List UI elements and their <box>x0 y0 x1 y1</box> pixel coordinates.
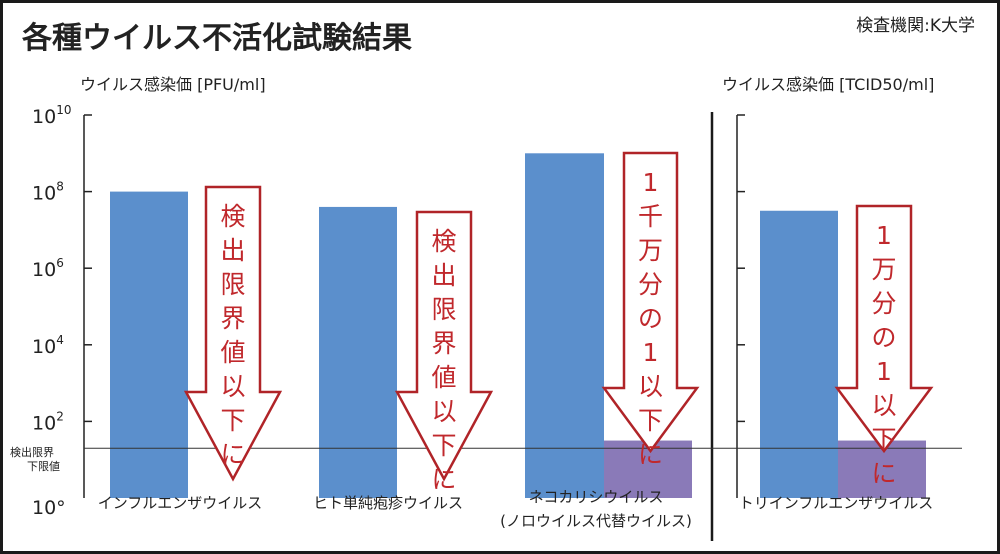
detection-limit-label-line2: 下限値 <box>27 460 60 473</box>
detection-limit-label-line1: 検出限界 <box>10 445 54 459</box>
y-tick-label: 1010 <box>32 103 71 128</box>
y-tick-label: 106 <box>32 256 64 281</box>
arrow-char: 界 <box>431 329 456 358</box>
category-label: ヒト単純疱疹ウイルス <box>313 494 463 512</box>
arrow-char: 値 <box>220 338 245 367</box>
arrow-char: 限 <box>220 270 245 299</box>
arrow-char: に <box>220 440 245 469</box>
arrow-char: 以 <box>638 372 663 401</box>
arrow-char: 万 <box>871 255 896 284</box>
arrow-char: 千 <box>638 202 663 231</box>
y-tick-label: 104 <box>32 333 64 358</box>
arrow-char: 出 <box>431 261 456 290</box>
reduction-arrow <box>183 185 283 482</box>
arrow-char: に <box>638 440 663 469</box>
y-axis-label-left: ウイルス感染価 [PFU/ml] <box>80 75 266 94</box>
y-axis-label-right: ウイルス感染価 [TCID50/ml] <box>722 75 934 94</box>
reduction-arrow <box>601 151 700 454</box>
arrow-char: 1 <box>643 168 659 197</box>
category-label: インフルエンザウイルス <box>98 494 263 512</box>
bar-before <box>110 191 188 498</box>
arrow-char: 下 <box>638 406 663 435</box>
arrow-char: 下 <box>871 425 896 454</box>
institution-label: 検査機関:K大学 <box>856 16 975 36</box>
bar-before <box>525 153 604 499</box>
arrow-char: 分 <box>871 289 896 318</box>
reduction-arrow <box>834 204 934 454</box>
arrow-char: 検 <box>431 227 456 256</box>
bar-before <box>319 206 397 499</box>
arrow-char: 以 <box>431 397 456 426</box>
arrow-char: 1 <box>876 221 892 250</box>
arrow-char: 下 <box>220 406 245 435</box>
arrow-char: 検 <box>220 202 245 231</box>
arrow-char: 限 <box>431 295 456 324</box>
category-label: ネコカリシウイルス <box>529 488 664 506</box>
arrow-char: 以 <box>871 391 896 420</box>
arrow-char: の <box>638 304 663 333</box>
bar-before <box>760 210 838 498</box>
arrow-char: 下 <box>431 431 456 460</box>
arrow-char: 万 <box>638 236 663 265</box>
arrow-char: の <box>871 323 896 352</box>
category-label: トリインフルエンザウイルス <box>739 494 934 512</box>
bar-after <box>604 440 692 498</box>
chart-title: 各種ウイルス不活化試験結果 <box>21 21 412 56</box>
arrow-char: 1 <box>643 338 659 367</box>
arrow-char: 界 <box>220 304 245 333</box>
category-label-sub: (ノロウイルス代替ウイルス) <box>500 512 692 530</box>
y-tick-label: 108 <box>32 180 64 205</box>
arrow-char: 分 <box>638 270 663 299</box>
y-tick-label: 10° <box>32 497 66 519</box>
arrow-char: 値 <box>431 363 456 392</box>
arrow-char: に <box>431 465 456 494</box>
arrow-char: に <box>871 459 896 488</box>
reduction-arrow <box>394 210 494 482</box>
y-tick-label: 102 <box>32 409 64 434</box>
arrow-char: 以 <box>220 372 245 401</box>
arrow-char: 1 <box>876 357 892 386</box>
arrow-char: 出 <box>220 236 245 265</box>
